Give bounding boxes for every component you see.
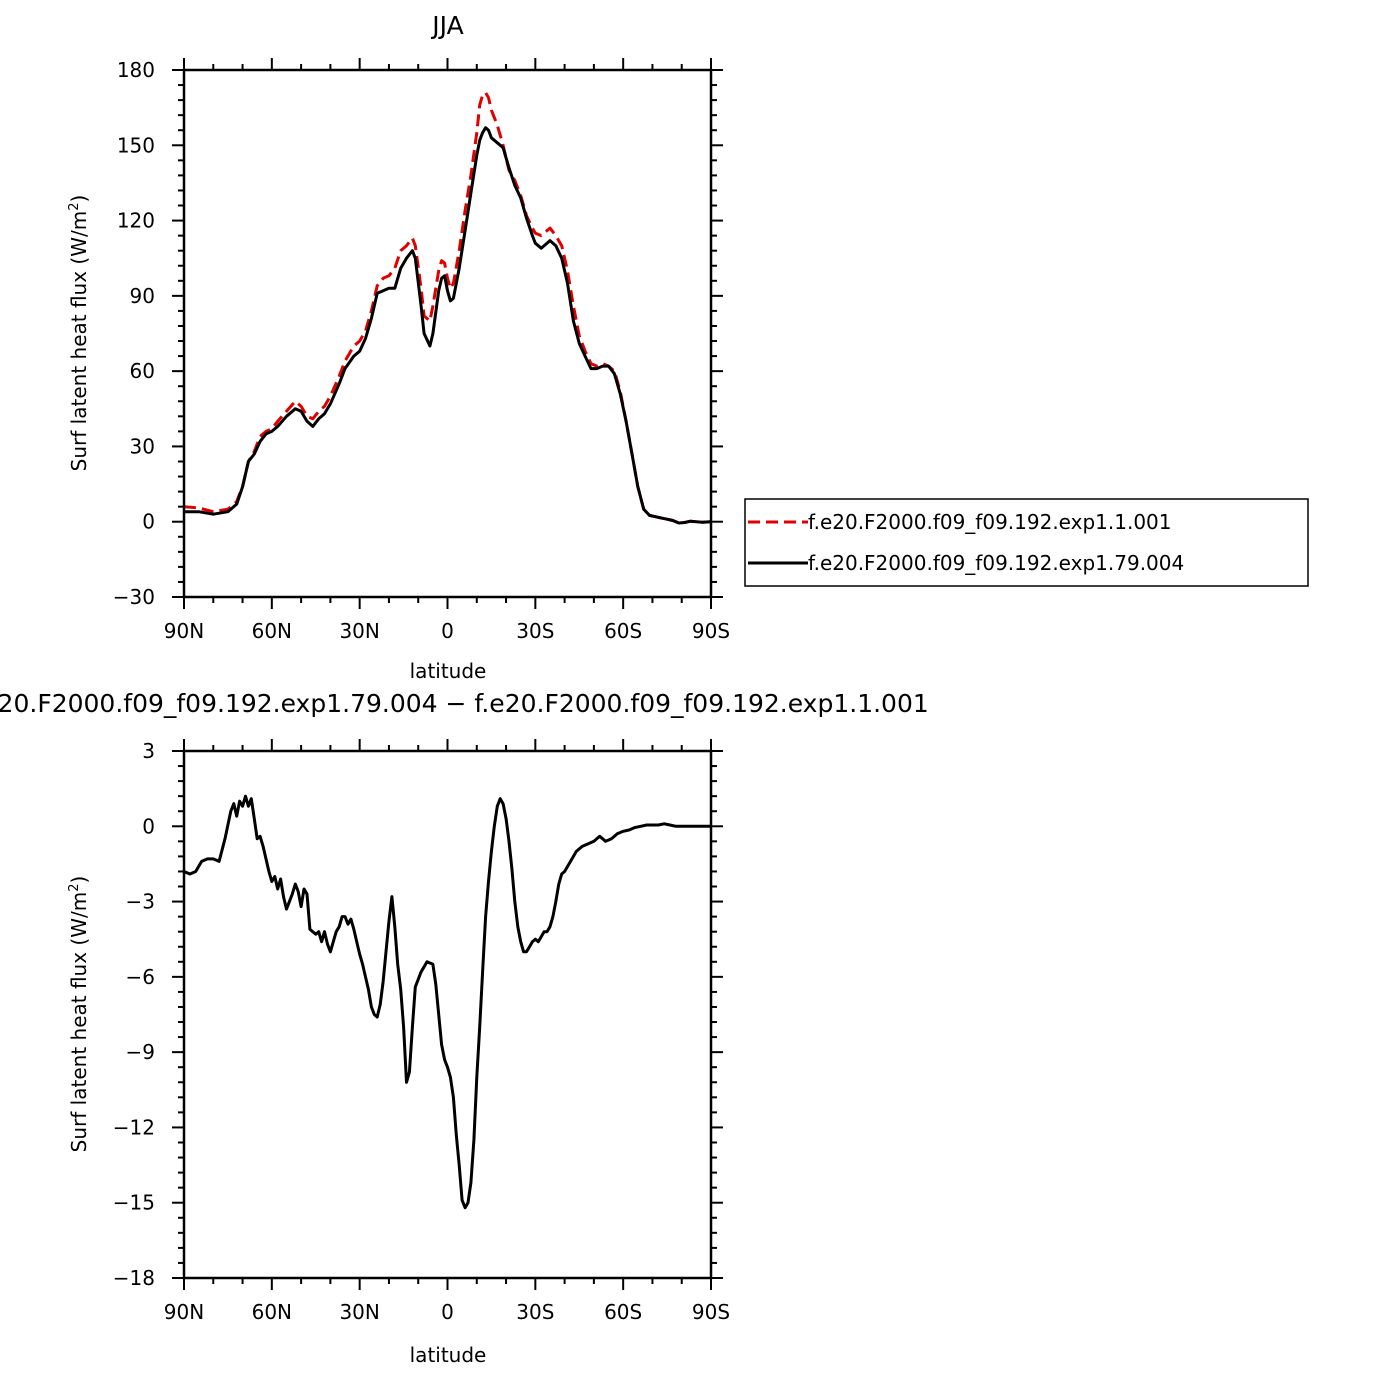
bottom-chart-y-tick-labels: −18 −15 −12 −9 −6 −3 0 3 xyxy=(113,739,155,1290)
bottom-chart-y-axis-label-close: ) xyxy=(67,876,91,884)
legend: f.e20.F2000.f09_f09.192.exp1.1.001 f.e20… xyxy=(744,498,1309,587)
top-chart-y-axis-label-text: Surf latent heat flux (W/m xyxy=(67,211,91,472)
top-chart: JJA 90N 60N 30N 0 30S 60S 90S −30 0 30 60 90 120 150… xyxy=(67,11,730,683)
legend-label-series-1: f.e20.F2000.f09_f09.192.exp1.1.001 xyxy=(808,510,1172,534)
bottom-chart-x-tick-labels: 90N 60N 30N 0 30S 60S 90S xyxy=(164,1300,730,1324)
bottom-chart-x-axis-label: latitude xyxy=(410,1343,487,1367)
bottom-chart: f.e20.F2000.f09_f09.192.exp1.79.004 − f.… xyxy=(0,689,929,1367)
x-tick-label: 60N xyxy=(252,619,292,643)
y-tick-label: 0 xyxy=(142,814,155,838)
y-tick-label: −15 xyxy=(113,1191,155,1215)
x-tick-label: 0 xyxy=(441,619,454,643)
x-tick-label: 90S xyxy=(692,619,730,643)
top-chart-x-axis-label: latitude xyxy=(410,659,487,683)
y-tick-label: −12 xyxy=(113,1115,155,1139)
x-tick-label: 30N xyxy=(339,1300,379,1324)
top-chart-series-line-2 xyxy=(184,126,712,525)
x-tick-label: 90S xyxy=(692,1300,730,1324)
y-tick-label: −18 xyxy=(113,1266,155,1290)
y-tick-label: −6 xyxy=(126,965,155,989)
x-tick-label: 30S xyxy=(516,619,554,643)
top-chart-y-axis-label-close: ) xyxy=(67,195,91,203)
x-tick-label: 90N xyxy=(164,1300,204,1324)
legend-label-series-2: f.e20.F2000.f09_f09.192.exp1.79.004 xyxy=(808,551,1184,575)
y-tick-label: 30 xyxy=(130,434,155,458)
bottom-chart-y-axis-label-text: Surf latent heat flux (W/m xyxy=(67,892,91,1153)
x-tick-label: 90N xyxy=(164,619,204,643)
y-tick-label: −3 xyxy=(126,890,155,914)
bottom-chart-y-axis-label-sup: 2 xyxy=(67,884,82,892)
top-chart-series-line-1 xyxy=(183,91,712,525)
bottom-chart-series xyxy=(183,794,711,1210)
top-chart-y-axis-label: Surf latent heat flux (W/m2) xyxy=(67,195,91,472)
top-chart-x-tick-labels: 90N 60N 30N 0 30S 60S 90S xyxy=(164,619,730,643)
y-tick-label: 3 xyxy=(142,739,155,763)
x-tick-label: 0 xyxy=(441,1300,454,1324)
y-tick-label: −30 xyxy=(113,585,155,609)
bottom-chart-series-line-1 xyxy=(183,794,711,1210)
y-tick-label: 60 xyxy=(130,359,155,383)
top-chart-plot-frame xyxy=(182,68,713,599)
x-tick-label: 60S xyxy=(604,1300,642,1324)
top-chart-ticks xyxy=(172,58,723,609)
top-chart-y-tick-labels: −30 0 30 60 90 120 150 180 xyxy=(113,58,155,609)
x-tick-label: 60N xyxy=(252,1300,292,1324)
top-chart-series xyxy=(183,91,712,525)
y-tick-label: −9 xyxy=(126,1040,155,1064)
top-chart-y-axis-label-sup: 2 xyxy=(67,203,82,211)
x-tick-label: 60S xyxy=(604,619,642,643)
bottom-chart-plot-frame xyxy=(182,749,713,1280)
bottom-chart-title: f.e20.F2000.f09_f09.192.exp1.79.004 − f.… xyxy=(0,689,929,718)
legend-box xyxy=(744,498,1309,587)
x-tick-label: 30N xyxy=(339,619,379,643)
y-tick-label: 120 xyxy=(117,209,155,233)
top-chart-title: JJA xyxy=(430,11,463,40)
y-tick-label: 150 xyxy=(117,133,155,157)
y-tick-label: 90 xyxy=(130,284,155,308)
x-tick-label: 30S xyxy=(516,1300,554,1324)
bottom-chart-y-axis-label: Surf latent heat flux (W/m2) xyxy=(67,876,91,1153)
y-tick-label: 180 xyxy=(117,58,155,82)
y-tick-label: 0 xyxy=(142,510,155,534)
